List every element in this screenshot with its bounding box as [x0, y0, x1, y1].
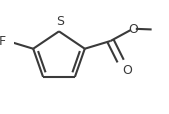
Text: S: S [57, 15, 65, 28]
Text: O: O [128, 23, 138, 36]
Text: O: O [122, 63, 132, 76]
Text: F: F [0, 35, 6, 48]
